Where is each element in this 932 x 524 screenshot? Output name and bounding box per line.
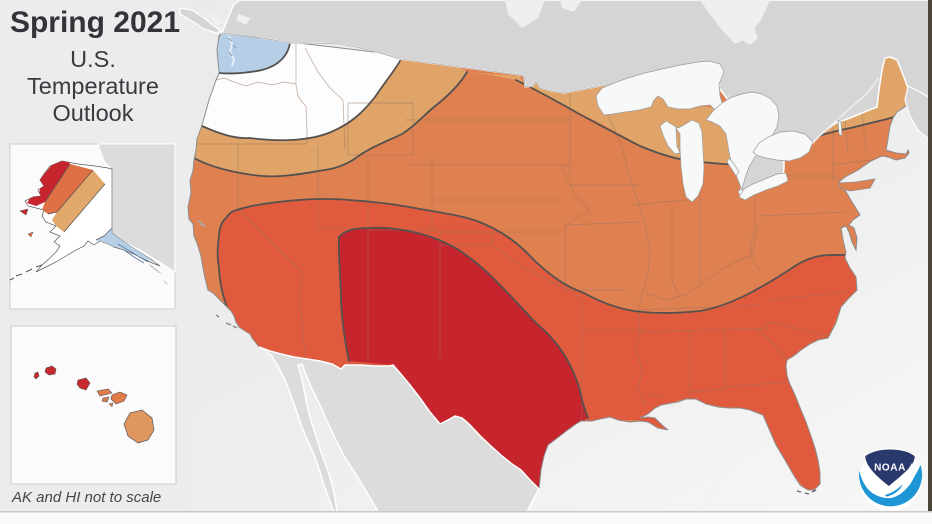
svg-text:NOAA: NOAA <box>874 463 906 474</box>
